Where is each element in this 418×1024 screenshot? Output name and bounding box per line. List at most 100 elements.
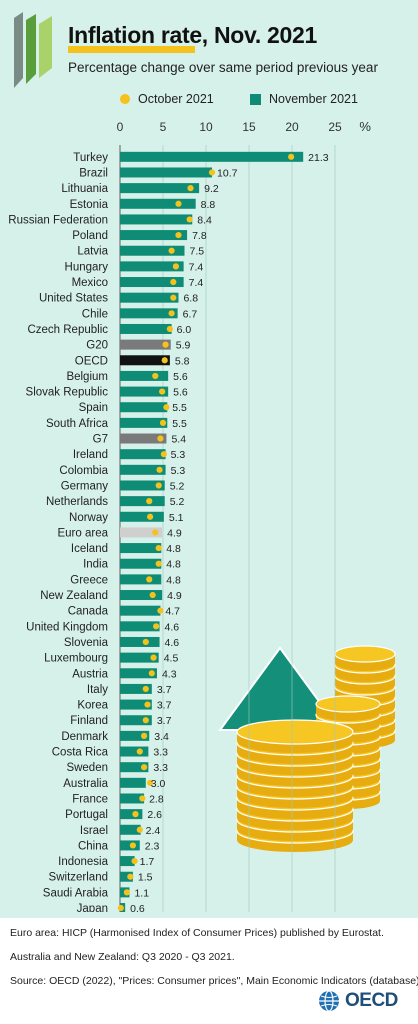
value-label: 5.6 [173, 371, 188, 383]
category-label: Slovak Republic [26, 387, 109, 399]
category-label: Greece [70, 574, 108, 586]
marker-october [139, 795, 146, 802]
legend-square-icon [250, 93, 261, 105]
category-label: China [78, 840, 109, 852]
bar-november [120, 762, 149, 773]
bar-november [120, 730, 150, 741]
category-label: India [83, 559, 109, 571]
category-label: Saudi Arabia [43, 887, 109, 899]
value-label: 5.6 [173, 387, 188, 399]
bar-november [120, 574, 162, 585]
category-label: Costa Rica [52, 747, 109, 759]
category-label: Netherlands [46, 496, 108, 508]
marker-october [208, 169, 216, 176]
value-label: 3.7 [157, 684, 172, 696]
bar-november [120, 777, 146, 788]
value-label: 3.7 [157, 700, 172, 712]
category-label: Mexico [72, 277, 108, 289]
category-label: France [72, 793, 108, 805]
bar-row-israel: Israel 2.4 [80, 824, 161, 837]
value-label: 7.4 [189, 277, 204, 289]
value-label: 5.2 [170, 496, 185, 508]
bar-november [120, 590, 163, 601]
bar-row-ireland: Ireland 5.3 [73, 449, 186, 461]
category-label: Norway [69, 512, 108, 524]
bar-november [120, 543, 162, 554]
bar-row-south-africa: South Africa 5.5 [46, 417, 187, 430]
value-label: 2.6 [147, 809, 162, 821]
category-label: Slovenia [64, 637, 109, 649]
marker-october [117, 904, 124, 912]
category-label: Turkey [73, 152, 108, 164]
category-label: Brazil [79, 167, 108, 179]
x-tick-label: 0 [117, 120, 124, 134]
marker-october [160, 451, 167, 458]
x-tick-label: 15 [242, 120, 256, 134]
marker-october [142, 638, 149, 646]
value-label: 4.8 [166, 574, 181, 586]
bar-november [120, 871, 133, 882]
value-label: 2.8 [149, 793, 164, 805]
bar-row-japan: Japan 0.6 [77, 903, 145, 912]
value-label: 6.0 [177, 324, 192, 336]
marker-october [129, 842, 136, 849]
bar-row-iceland: Iceland 4.8 [71, 543, 181, 555]
value-label: 3.3 [153, 747, 168, 759]
category-label: Russian Federation [8, 214, 108, 226]
marker-october [149, 591, 156, 599]
footnote-euro-area: Euro area: HICP (Harmonised Index of Con… [10, 927, 384, 939]
value-label: 7.5 [190, 246, 205, 258]
marker-october [172, 263, 179, 270]
marker-october [170, 294, 177, 301]
x-tick-label: 20 [285, 120, 299, 134]
marker-october [146, 576, 153, 583]
marker-october [168, 310, 175, 317]
value-label: 5.5 [172, 418, 187, 430]
bar-row-slovak-republic: Slovak Republic 5.6 [26, 386, 188, 399]
value-label: 4.9 [167, 527, 182, 539]
bar-november [120, 402, 168, 413]
marker-october [132, 811, 139, 818]
category-label: OECD [75, 355, 108, 367]
value-label: 0.6 [130, 903, 145, 912]
value-label: 4.8 [166, 559, 181, 571]
marker-october [157, 607, 164, 614]
bar-november [120, 668, 157, 679]
bar-row-australia: Australia 3.0 [63, 777, 166, 790]
marker-october [155, 560, 162, 567]
bar-row-slovenia: Slovenia 4.6 [64, 636, 179, 649]
bar-november [120, 715, 152, 726]
value-label: 4.5 [164, 653, 179, 665]
bar-november [120, 386, 169, 397]
marker-october [163, 404, 170, 411]
bar-november [120, 809, 143, 820]
bar-row-mexico: Mexico 7.4 [72, 277, 204, 289]
bar-november [120, 370, 169, 381]
category-label: G20 [86, 340, 108, 352]
bar-row-oecd: OECD 5.8 [75, 355, 190, 367]
category-label: Chile [82, 308, 108, 320]
marker-october [187, 185, 194, 192]
marker-october [166, 325, 173, 333]
bar-row-finland: Finland 3.7 [70, 715, 172, 727]
marker-october [157, 435, 164, 442]
value-label: 5.5 [172, 402, 187, 414]
marker-october [127, 873, 134, 880]
bar-november [120, 308, 178, 319]
value-label: 2.4 [146, 825, 161, 837]
value-label: 5.3 [171, 449, 186, 461]
bar-november [120, 245, 185, 256]
value-label: 7.8 [192, 230, 207, 242]
bar-november [120, 151, 304, 162]
marker-october [140, 732, 148, 739]
bar-november [120, 339, 171, 350]
bar-november [120, 449, 166, 460]
bar-november [120, 480, 165, 491]
value-label: 4.8 [166, 543, 181, 555]
bar-row-netherlands: Netherlands 5.2 [46, 496, 184, 508]
category-label: United Kingdom [26, 621, 108, 633]
marker-october [123, 889, 130, 896]
bar-row-costa-rica: Costa Rica 3.3 [52, 746, 168, 759]
value-label: 9.2 [204, 183, 219, 195]
bar-row-germany: Germany 5.2 [61, 480, 184, 492]
